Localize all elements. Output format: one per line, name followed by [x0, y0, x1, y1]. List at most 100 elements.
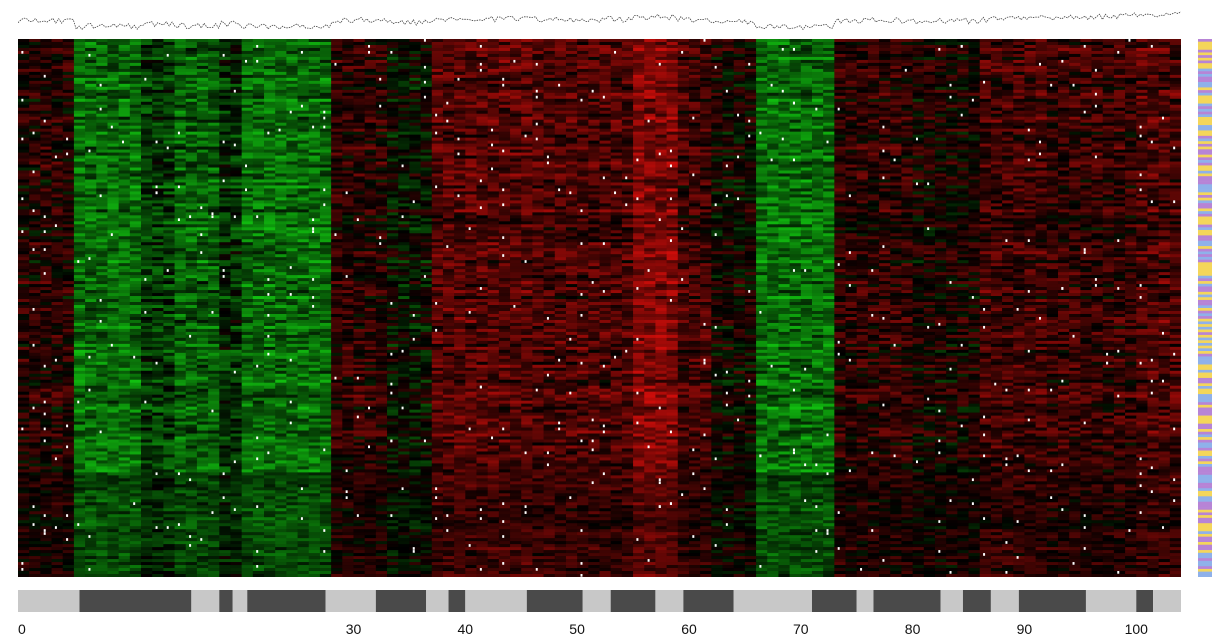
heatmap-cell — [991, 78, 1003, 81]
heatmap-cell — [767, 105, 779, 108]
heatmap-cell — [499, 135, 511, 138]
heatmap-cell — [1069, 135, 1081, 138]
heatmap-cell — [1024, 144, 1036, 147]
heatmap-cell — [264, 144, 276, 147]
heatmap-cell — [52, 126, 64, 129]
heatmap-cell — [711, 174, 723, 177]
heatmap-cell — [365, 162, 377, 165]
heatmap-cell — [846, 153, 858, 156]
heatmap-cell — [331, 54, 343, 57]
heatmap-cell — [52, 72, 64, 75]
heatmap-cell — [253, 60, 265, 63]
heatmap-cell — [29, 114, 41, 117]
heatmap-cell — [644, 153, 656, 156]
heatmap-cell — [264, 176, 276, 179]
heatmap-cell — [510, 57, 522, 60]
heatmap-cell — [52, 179, 64, 182]
heatmap-cell — [85, 39, 97, 42]
heatmap-cell — [163, 105, 175, 108]
heatmap-cell — [577, 66, 589, 69]
heatmap-cell — [186, 114, 198, 117]
heatmap-cell — [711, 138, 723, 141]
heatmap-cell — [723, 42, 735, 45]
heatmap-cell — [1013, 138, 1025, 141]
heatmap-cell — [834, 78, 846, 81]
heatmap-cell — [532, 150, 544, 153]
heatmap-cell — [622, 179, 634, 182]
heatmap-cell — [734, 138, 746, 141]
heatmap-cell — [52, 51, 64, 54]
heatmap-cell — [197, 90, 209, 93]
heatmap-cell — [253, 63, 265, 66]
heatmap-cell — [901, 129, 913, 132]
heatmap-cell — [1036, 159, 1048, 162]
heatmap-cell — [253, 99, 265, 102]
heatmap-cell — [387, 72, 399, 75]
heatmap-cell — [376, 162, 388, 165]
heatmap-cell — [946, 162, 958, 165]
heatmap-cell — [1058, 156, 1070, 159]
heatmap-cell — [1024, 174, 1036, 177]
heatmap-cell — [421, 179, 433, 182]
heatmap-cell — [801, 179, 813, 182]
heatmap-cell — [85, 165, 97, 168]
heatmap-cell — [275, 42, 287, 45]
heatmap-cell — [745, 102, 757, 105]
heatmap-cell — [879, 162, 891, 165]
heatmap-cell — [331, 60, 343, 63]
heatmap-cell — [857, 132, 869, 135]
heatmap-cell — [544, 60, 556, 63]
heatmap-cell — [52, 93, 64, 96]
heatmap-cell — [186, 174, 198, 177]
heatmap-cell — [152, 176, 164, 179]
heatmap-cell — [1036, 54, 1048, 57]
heatmap-cell — [353, 144, 365, 147]
heatmap-cell — [432, 176, 444, 179]
heatmap-cell — [1092, 114, 1104, 117]
heatmap-cell — [532, 132, 544, 135]
heatmap-cell — [63, 111, 75, 114]
heatmap-cell — [790, 126, 802, 129]
heatmap-cell — [1036, 45, 1048, 48]
heatmap-cell — [119, 144, 131, 147]
heatmap-cell — [611, 60, 623, 63]
heatmap-cell — [443, 168, 455, 171]
heatmap-cell — [778, 51, 790, 54]
heatmap-cell — [387, 60, 399, 63]
heatmap-cell — [778, 87, 790, 90]
heatmap-cell — [320, 176, 332, 179]
heatmap-cell — [1069, 165, 1081, 168]
heatmap-cell — [309, 81, 321, 84]
heatmap-cell — [879, 87, 891, 90]
heatmap-cell — [857, 138, 869, 141]
heatmap-cell — [298, 141, 310, 144]
heatmap-cell — [734, 102, 746, 105]
heatmap-cell — [107, 75, 119, 78]
heatmap-cell — [398, 75, 410, 78]
heatmap-cell — [767, 42, 779, 45]
heatmap-cell — [421, 111, 433, 114]
heatmap-cell — [532, 159, 544, 162]
heatmap-cell — [1125, 159, 1137, 162]
heatmap-cell — [678, 165, 690, 168]
heatmap-cell — [689, 150, 701, 153]
heatmap-cell — [667, 96, 679, 99]
heatmap-cell — [969, 171, 981, 174]
heatmap-cell — [857, 42, 869, 45]
heatmap-cell — [667, 114, 679, 117]
heatmap-cell — [901, 123, 913, 126]
heatmap-cell — [197, 174, 209, 177]
heatmap-cell — [197, 78, 209, 81]
heatmap-cell — [812, 84, 824, 87]
heatmap-cell — [230, 90, 242, 93]
heatmap-cell — [432, 57, 444, 60]
heatmap-cell — [767, 135, 779, 138]
heatmap-cell — [857, 162, 869, 165]
heatmap-cell — [1080, 75, 1092, 78]
heatmap-cell — [823, 78, 835, 81]
heatmap-cell — [197, 117, 209, 120]
heatmap-cell — [588, 93, 600, 96]
heatmap-cell — [823, 156, 835, 159]
heatmap-cell — [141, 105, 153, 108]
heatmap-cell — [980, 60, 992, 63]
